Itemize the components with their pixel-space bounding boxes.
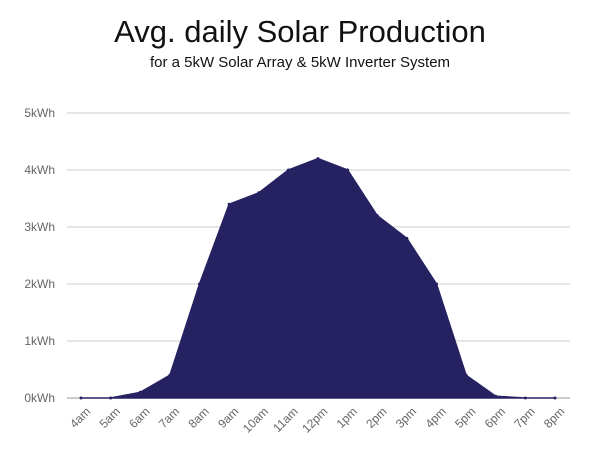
- data-point: [375, 214, 379, 218]
- x-tick-label: 1pm: [334, 404, 360, 430]
- x-tick-label: 2pm: [363, 404, 389, 430]
- x-tick-label: 10am: [240, 404, 271, 435]
- x-tick-label: 5am: [97, 404, 123, 430]
- data-point: [198, 282, 201, 286]
- y-tick-label: 1kWh: [24, 334, 55, 348]
- data-point: [168, 373, 172, 377]
- data-point: [79, 396, 83, 400]
- data-point: [435, 282, 438, 286]
- data-point: [553, 396, 557, 400]
- data-point: [257, 191, 261, 195]
- data-point: [227, 202, 231, 206]
- y-tick-label: 3kWh: [24, 220, 55, 234]
- data-point: [346, 168, 350, 172]
- data-point: [405, 236, 409, 240]
- x-tick-label: 6pm: [482, 404, 508, 430]
- x-tick-label: 11am: [270, 404, 301, 435]
- y-tick-label: 4kWh: [24, 163, 55, 177]
- x-tick-label: 7pm: [511, 404, 537, 430]
- x-tick-label: 4am: [67, 404, 93, 430]
- y-tick-label: 2kWh: [24, 277, 55, 291]
- x-tick-label: 8pm: [541, 404, 567, 430]
- x-tick-label: 7am: [156, 404, 182, 430]
- data-point: [523, 396, 527, 400]
- data-point: [138, 390, 142, 394]
- y-axis-ticks: 0kWh 1kWh 2kWh 3kWh 4kWh 5kWh: [24, 106, 55, 405]
- x-tick-label: 6am: [126, 404, 152, 430]
- x-tick-label: 12pm: [299, 404, 330, 435]
- y-tick-label: 0kWh: [24, 391, 55, 405]
- y-tick-label: 5kWh: [24, 106, 55, 120]
- area-series: [79, 157, 557, 400]
- data-point: [286, 168, 290, 172]
- x-tick-label: 8am: [185, 404, 211, 430]
- data-point: [494, 394, 498, 398]
- x-tick-label: 9am: [215, 404, 241, 430]
- solar-production-area: [80, 157, 556, 399]
- x-tick-label: 3pm: [393, 404, 419, 430]
- data-point: [109, 396, 113, 400]
- x-tick-label: 5pm: [452, 404, 478, 430]
- chart-title: Avg. daily Solar Production: [114, 14, 486, 49]
- data-point: [316, 157, 320, 161]
- data-point: [464, 373, 468, 377]
- x-tick-label: 4pm: [422, 404, 448, 430]
- chart-subtitle: for a 5kW Solar Array & 5kW Inverter Sys…: [149, 54, 451, 71]
